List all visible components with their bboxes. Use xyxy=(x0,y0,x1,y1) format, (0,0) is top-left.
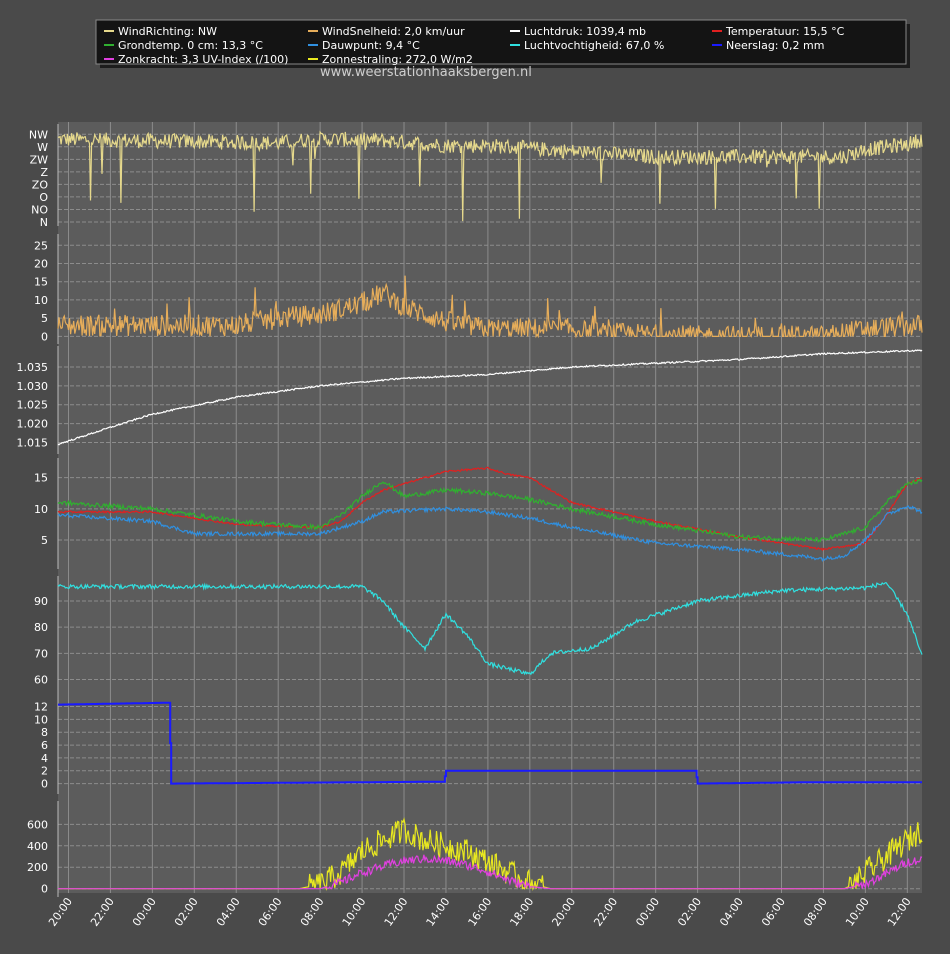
y-tick-label: 25 xyxy=(34,239,48,252)
legend-label: Luchtdruk: 1039,4 mb xyxy=(524,25,646,38)
y-tick-label: N xyxy=(40,216,48,229)
y-tick-label: 1.015 xyxy=(17,436,49,449)
y-tick-label: 6 xyxy=(41,739,48,752)
y-tick-label: 20 xyxy=(34,258,48,271)
y-tick-label: 1.025 xyxy=(17,399,49,412)
y-tick-label: 400 xyxy=(27,840,48,853)
legend-box xyxy=(95,19,907,65)
y-tick-label: 8 xyxy=(41,726,48,739)
plot-area xyxy=(58,122,922,893)
y-tick-label: 10 xyxy=(34,294,48,307)
y-tick-label: 60 xyxy=(34,674,48,687)
legend-label: WindRichting: NW xyxy=(118,25,217,38)
series-neerslag xyxy=(58,701,922,785)
y-tick-label: 2 xyxy=(41,765,48,778)
y-tick-label: NO xyxy=(31,203,48,216)
y-tick-label: 1.020 xyxy=(17,418,49,431)
y-tick-label: 600 xyxy=(27,818,48,831)
legend-label: WindSnelheid: 2,0 km/uur xyxy=(322,25,465,38)
watermark-text: www.weerstationhaaksbergen.nl xyxy=(320,65,532,80)
legend-label: Luchtvochtigheid: 67,0 % xyxy=(524,39,664,52)
y-tick-label: ZO xyxy=(32,178,49,191)
y-tick-label: 1.030 xyxy=(17,380,49,393)
legend-label: Zonkracht: 3,3 UV-Index (/100) xyxy=(118,53,288,66)
legend-label: Grondtemp. 0 cm: 13,3 °C xyxy=(118,39,263,52)
y-tick-label: O xyxy=(39,191,48,204)
legend-label: Zonnestraling: 272,0 W/m2 xyxy=(322,53,473,66)
y-tick-label: 0 xyxy=(41,778,48,791)
y-tick-label: 10 xyxy=(34,503,48,516)
y-tick-label: W xyxy=(37,141,48,154)
y-tick-label: 80 xyxy=(34,621,48,634)
panel-wind-speed: 0 5 10 15 20 25 xyxy=(34,234,923,344)
y-tick-label: ZW xyxy=(30,153,49,166)
panel-temperature: 5 10 15 xyxy=(34,458,923,569)
y-tick-label: 12 xyxy=(34,701,48,714)
series-windrichting xyxy=(57,130,923,222)
y-tick-label: 70 xyxy=(34,647,48,660)
y-tick-label: 200 xyxy=(27,861,48,874)
y-tick-label: 5 xyxy=(41,534,48,547)
y-tick-label: 10 xyxy=(34,713,48,726)
panel-humidity: 60 70 80 90 xyxy=(34,576,923,694)
y-tick-label: 15 xyxy=(34,472,48,485)
series-zonkracht xyxy=(58,854,923,890)
y-tick-label: 90 xyxy=(34,595,48,608)
series-luchtdruk xyxy=(57,349,923,446)
y-tick-label: Z xyxy=(40,166,48,179)
y-tick-label: NW xyxy=(29,128,48,141)
y-tick-label: 0 xyxy=(41,330,48,343)
y-tick-label: 1.035 xyxy=(17,361,49,374)
series-windsnelheid xyxy=(57,275,923,339)
y-tick-label: 0 xyxy=(41,883,48,896)
series-temperatuur xyxy=(57,466,923,552)
legend-label: Temperatuur: 15,5 °C xyxy=(725,25,845,38)
y-tick-label: 15 xyxy=(34,276,48,289)
legend-label: Dauwpunt: 9,4 °C xyxy=(322,39,420,52)
y-tick-label: 4 xyxy=(41,752,48,765)
legend-label: Neerslag: 0,2 mm xyxy=(726,39,824,52)
panel-pressure: 1.015 1.020 1.025 1.030 1.035 xyxy=(17,346,923,454)
panel-radiation: 0 200 400 600 xyxy=(27,801,923,897)
series-grondtemp xyxy=(57,478,923,544)
y-tick-label: 5 xyxy=(41,312,48,325)
series-dauwpunt xyxy=(57,505,923,562)
series-luchtvochtigheid xyxy=(57,582,923,676)
